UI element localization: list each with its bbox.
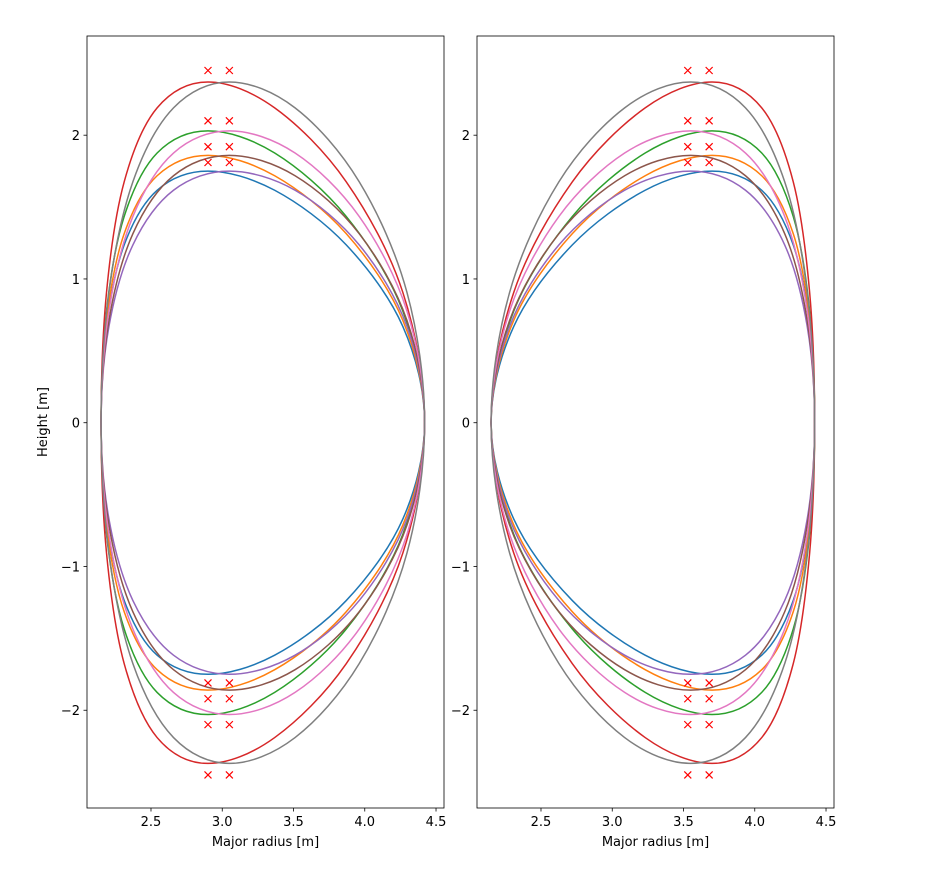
x-tick-label: 4.0	[354, 815, 375, 830]
x-marker	[204, 116, 212, 125]
plasma-boundary	[490, 130, 816, 716]
plasma-boundary	[490, 81, 816, 765]
x-marker	[705, 771, 714, 779]
x-marker	[225, 66, 234, 75]
axes-frame	[86, 35, 445, 809]
x-marker	[683, 66, 692, 75]
y-tick-label: 1	[72, 273, 80, 288]
y-tick-label: −1	[451, 560, 470, 575]
x-marker	[683, 771, 692, 779]
x-tick-label: 4.5	[816, 815, 837, 830]
plasma-boundary	[100, 170, 426, 676]
x-marker	[683, 116, 692, 125]
x-axis-label: Major radius [m]	[212, 835, 319, 850]
x-tick-label: 4.5	[426, 815, 447, 830]
plasma-boundary	[100, 154, 426, 691]
x-marker	[204, 66, 212, 75]
x-marker	[225, 142, 234, 151]
x-marker	[705, 158, 714, 167]
y-tick-label: 2	[72, 129, 80, 144]
x-tick-label: 2.5	[531, 815, 552, 830]
x-marker	[225, 116, 234, 125]
x-marker	[683, 142, 692, 151]
plasma-boundary	[100, 130, 426, 716]
plasma-boundary	[490, 81, 816, 765]
x-marker	[204, 694, 212, 703]
plasma-boundary	[100, 154, 426, 691]
x-marker	[705, 694, 714, 703]
x-marker	[225, 694, 234, 703]
x-marker	[225, 720, 234, 729]
x-marker	[225, 679, 234, 687]
x-marker	[683, 694, 692, 703]
x-tick-label: 4.0	[744, 815, 765, 830]
x-marker	[204, 771, 212, 779]
x-marker	[705, 116, 714, 125]
x-marker	[204, 720, 212, 729]
y-tick-label: −2	[61, 704, 80, 719]
x-tick-label: 3.5	[283, 815, 304, 830]
plasma-boundary	[100, 81, 426, 765]
plasma-boundary	[490, 130, 816, 716]
x-marker	[204, 679, 212, 687]
plasma-boundary	[100, 130, 426, 716]
x-marker	[204, 142, 212, 151]
x-tick-label: 2.5	[141, 815, 162, 830]
x-tick-label: 3.0	[602, 815, 623, 830]
x-axis-label: Major radius [m]	[602, 835, 709, 850]
plasma-boundary	[100, 170, 426, 676]
x-marker	[204, 158, 212, 167]
axes-frame	[476, 35, 835, 809]
x-marker	[705, 66, 714, 75]
plasma-boundary	[490, 154, 816, 691]
y-tick-label: 1	[462, 273, 470, 288]
x-marker	[683, 158, 692, 167]
x-tick-label: 3.0	[212, 815, 233, 830]
x-marker	[225, 158, 234, 167]
y-axis-label: Height [m]	[36, 387, 51, 457]
y-tick-label: 2	[462, 129, 470, 144]
x-marker	[705, 679, 714, 687]
x-marker	[705, 142, 714, 151]
y-tick-label: 0	[72, 417, 80, 432]
plasma-boundary	[490, 154, 816, 691]
x-marker	[225, 771, 234, 779]
x-marker	[705, 720, 714, 729]
y-tick-label: 0	[462, 417, 470, 432]
y-tick-label: −2	[451, 704, 470, 719]
x-tick-label: 3.5	[673, 815, 694, 830]
y-tick-label: −1	[61, 560, 80, 575]
x-marker	[683, 720, 692, 729]
x-marker	[683, 679, 692, 687]
